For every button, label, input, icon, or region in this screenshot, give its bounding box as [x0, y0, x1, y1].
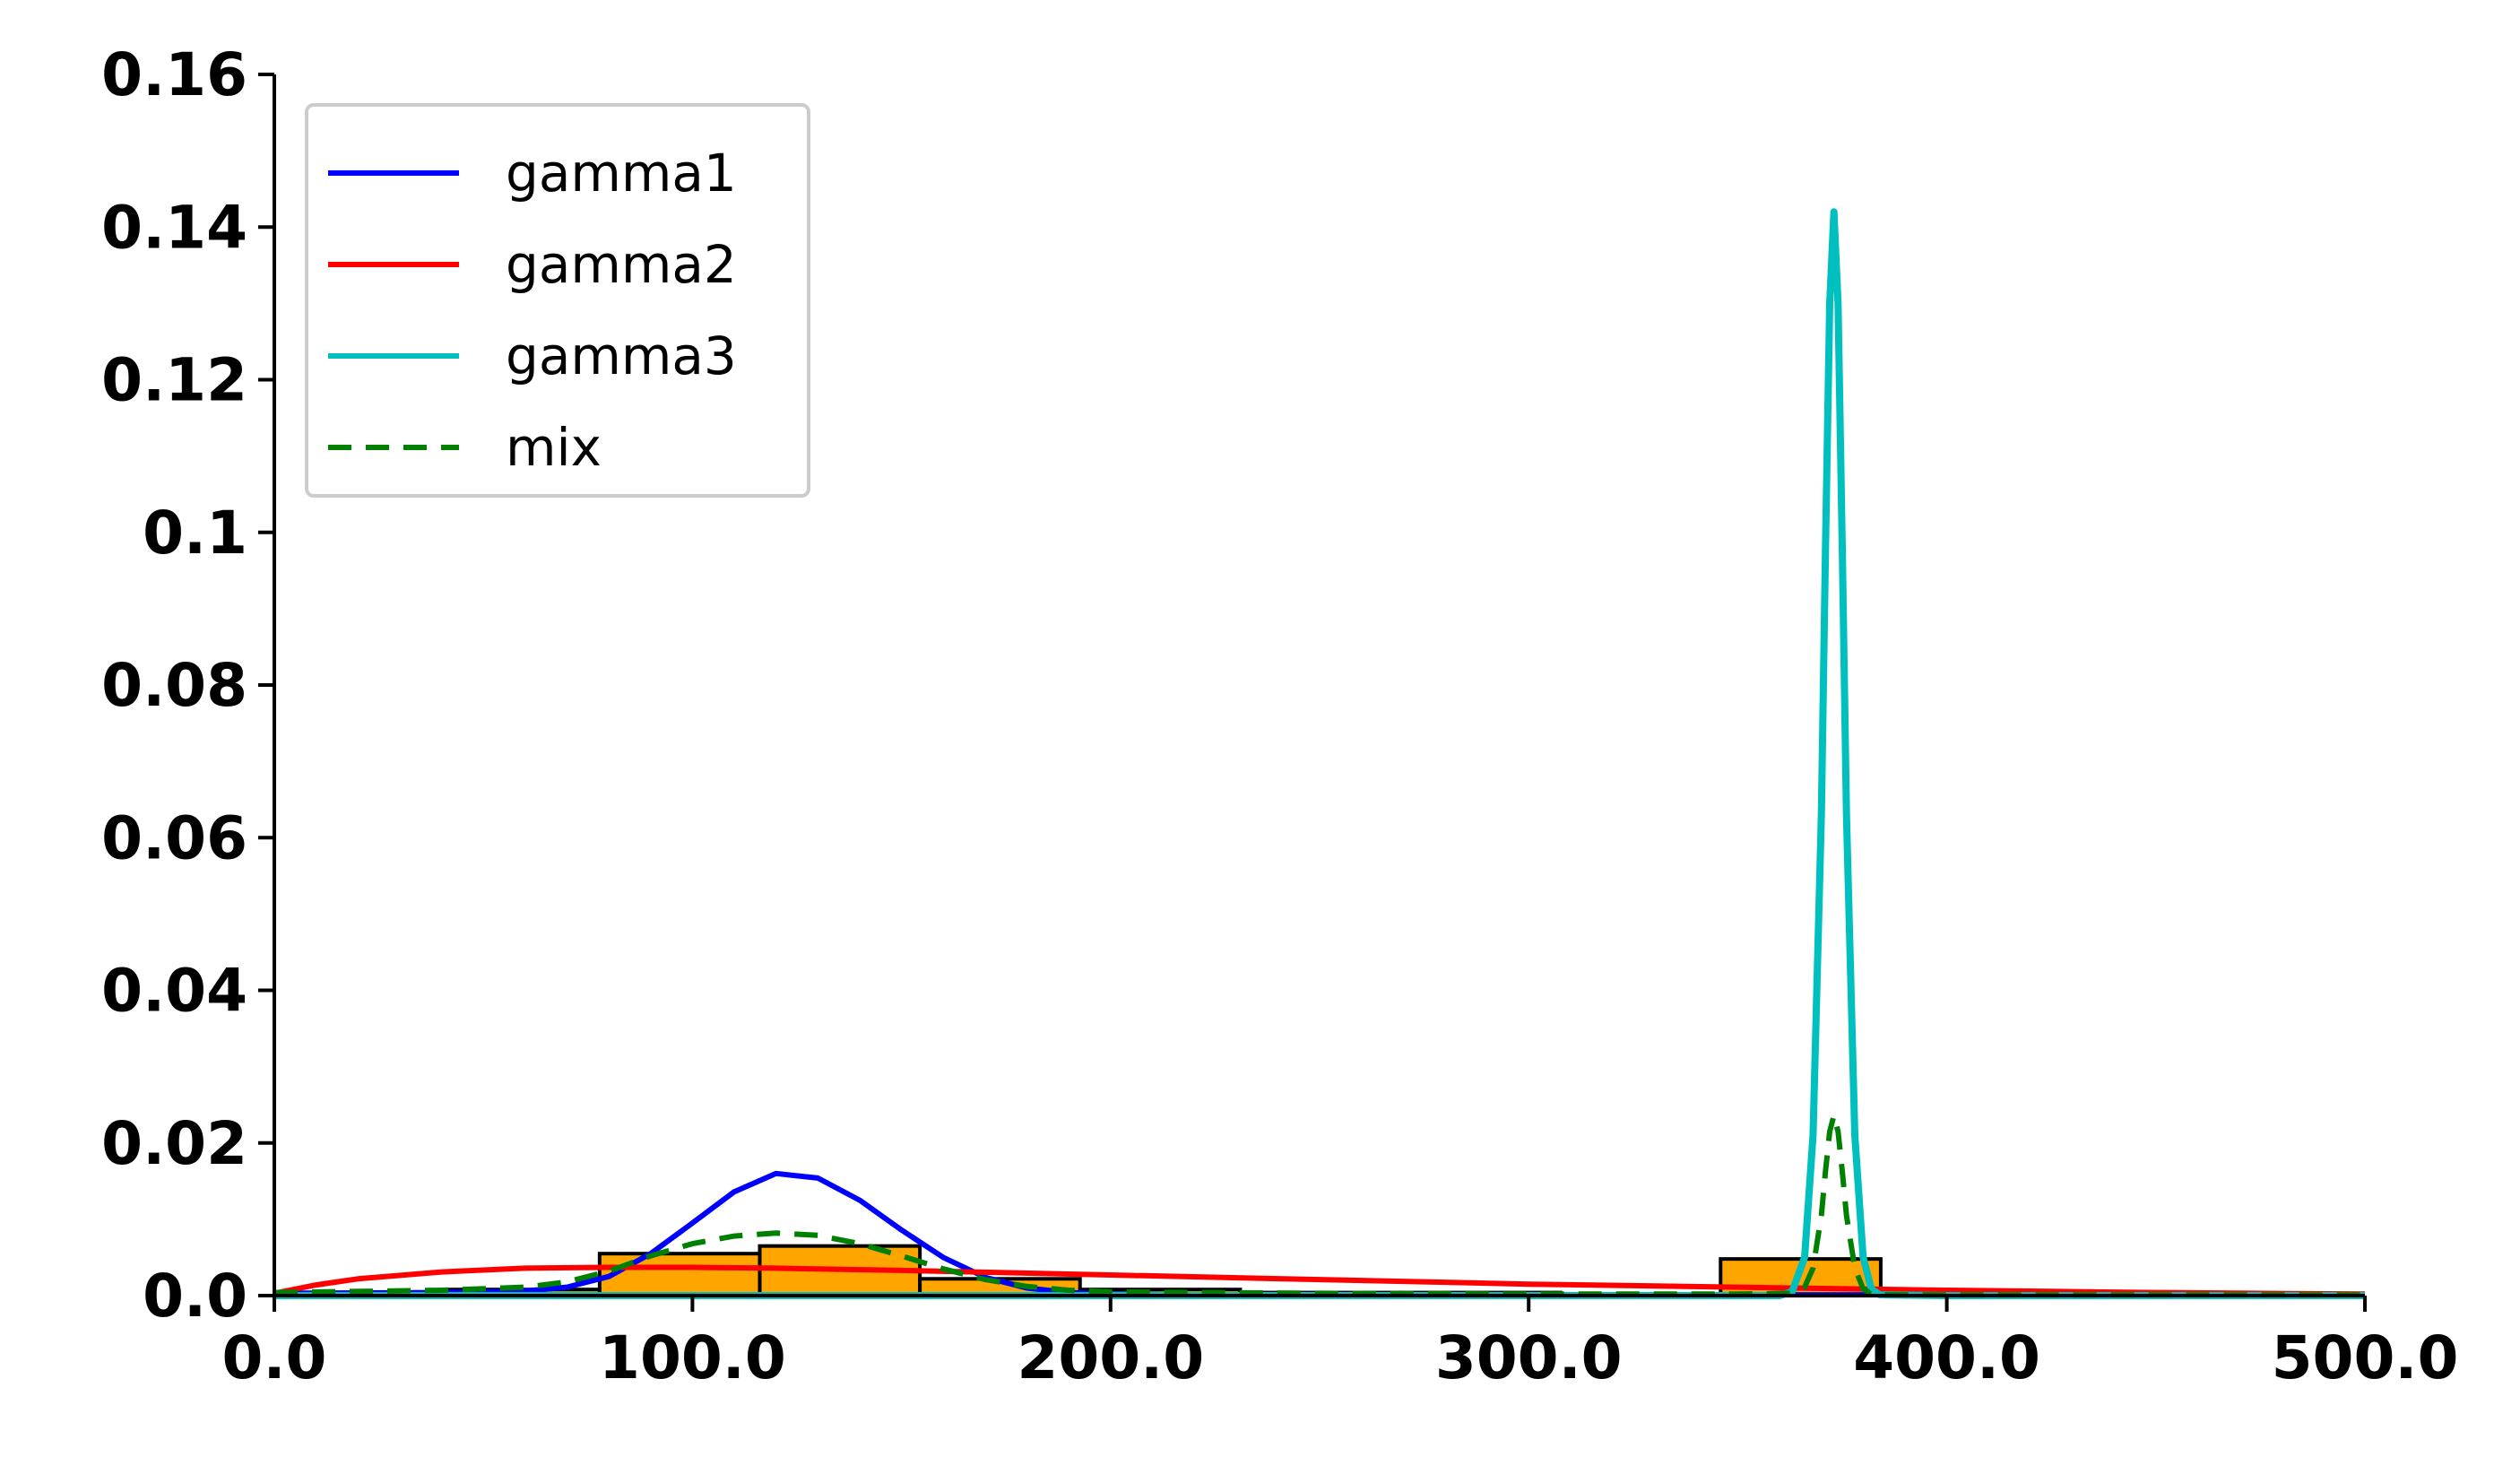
x-tick-label-0: 0.0 [222, 1323, 327, 1392]
series-line-gamma2 [273, 1264, 2366, 1297]
x-tick-label-1: 100.0 [599, 1323, 786, 1392]
x-tick-label-5: 500.0 [2272, 1323, 2459, 1392]
x-tick-label-3: 300.0 [1435, 1323, 1623, 1392]
y-tick-label-0: 0.0 [143, 1262, 247, 1331]
y-tick-label-7: 0.14 [101, 193, 247, 262]
series-line-gamma3 [274, 208, 2365, 1299]
legend-label-gamma1: gamma1 [506, 143, 737, 204]
legend-label-mix: mix [506, 417, 602, 478]
y-tick-label-2: 0.04 [101, 957, 247, 1026]
y-tick-label-6: 0.12 [101, 346, 247, 415]
axes: 0.0 100.0 200.0 300.0 400.0 500.0 0.0 0.02 0.04 0… [101, 40, 2458, 1392]
y-tick-label-3: 0.06 [101, 803, 247, 872]
histogram-bar-1 [597, 1252, 762, 1298]
series-line-mix [273, 1113, 2365, 1298]
legend-label-gamma3: gamma3 [506, 325, 737, 386]
x-tick-label-4: 400.0 [1853, 1323, 2040, 1392]
x-tick-label-2: 200.0 [1017, 1323, 1204, 1392]
y-tick-label-5: 0.1 [143, 499, 247, 568]
legend: gamma1 gamma2 gamma3 mix [305, 103, 810, 498]
legend-box [305, 103, 810, 498]
legend-label-gamma2: gamma2 [506, 234, 737, 295]
y-tick-label-1: 0.02 [101, 1109, 247, 1178]
y-tick-label-8: 0.16 [101, 40, 247, 109]
y-tick-label-4: 0.08 [101, 651, 247, 720]
